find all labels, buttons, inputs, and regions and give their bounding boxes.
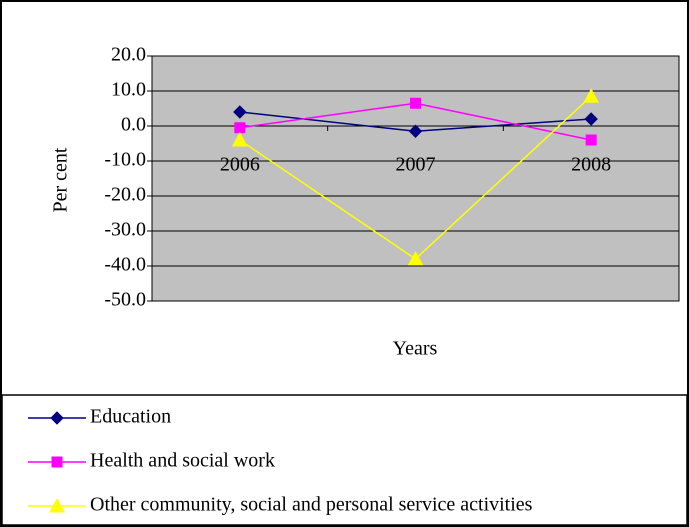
legend-box [1, 394, 688, 526]
marker [584, 112, 598, 126]
x-tick-label: 2007 [396, 154, 436, 176]
legend-marker [51, 456, 63, 468]
legend-marker [49, 497, 65, 513]
legend-label: Health and social work [90, 450, 275, 472]
legend-label: Education [90, 406, 171, 428]
marker [233, 105, 247, 119]
y-tick-label: -10.0 [104, 149, 146, 171]
y-tick-label: 10.0 [111, 79, 146, 101]
legend-label: Other community, social and personal ser… [90, 494, 533, 516]
y-tick-label: 0.0 [121, 114, 146, 136]
legend-marker [50, 411, 64, 425]
y-tick-label: -30.0 [104, 219, 146, 241]
y-tick-label: 20.0 [111, 44, 146, 66]
marker [407, 250, 424, 266]
marker [410, 97, 421, 109]
marker [231, 131, 248, 147]
y-axis-title: Per cent [50, 147, 72, 212]
y-tick-label: -50.0 [104, 289, 146, 311]
x-tick-label: 2008 [571, 154, 611, 176]
x-tick-label: 2006 [220, 154, 260, 176]
y-tick-label: -20.0 [104, 184, 146, 206]
marker [408, 124, 423, 138]
marker [234, 122, 246, 134]
y-tick-label: -40.0 [104, 254, 146, 276]
x-axis-title: Years [393, 338, 438, 360]
marker [583, 88, 600, 103]
marker [585, 134, 597, 146]
